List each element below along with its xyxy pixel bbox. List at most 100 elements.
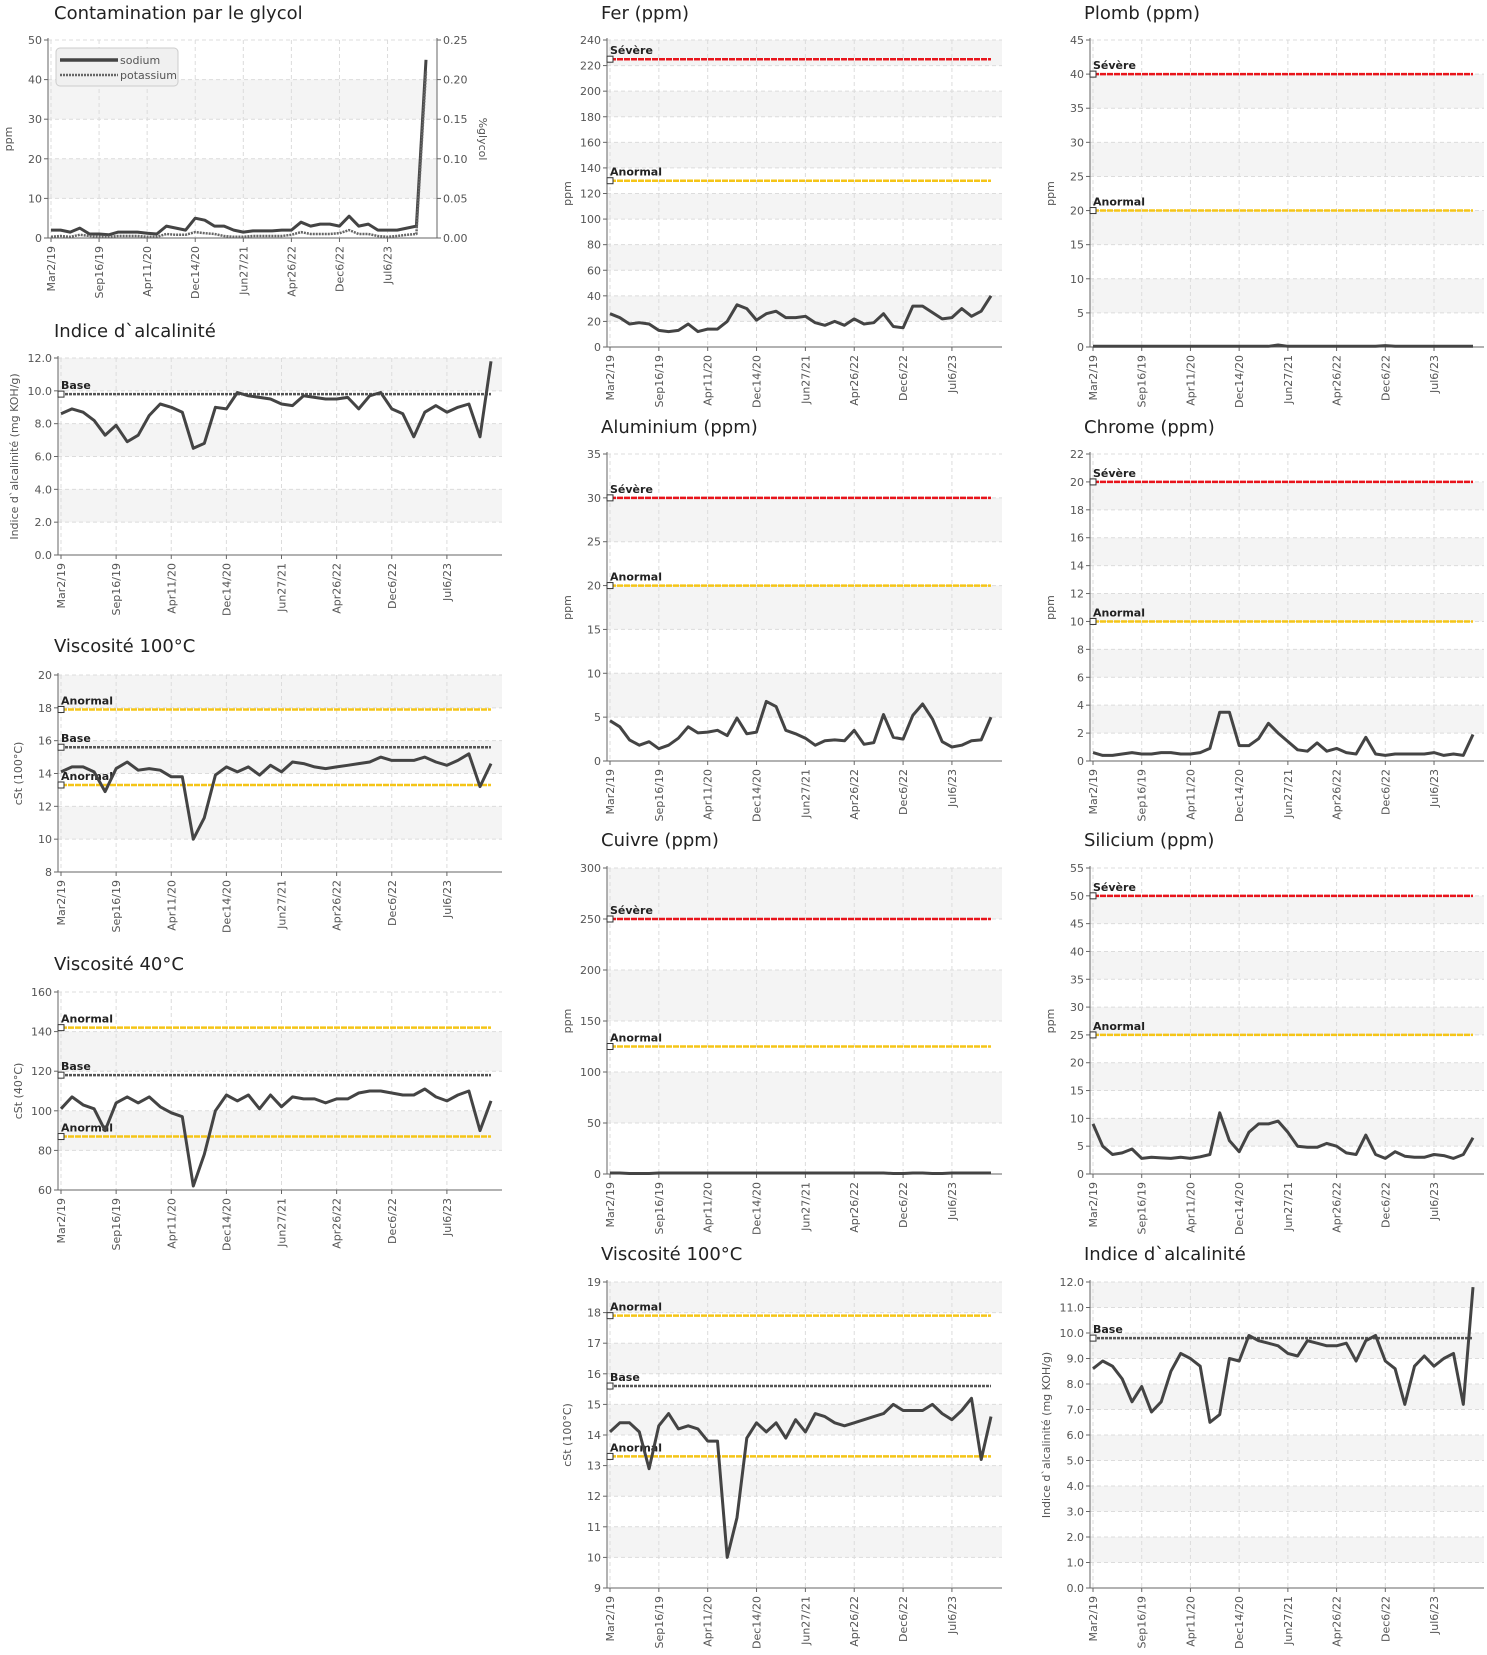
x-tick-label: Dec6/22 xyxy=(1379,355,1392,401)
y-axis-label: ppm xyxy=(561,1009,574,1034)
y-tick-label: 50 xyxy=(587,1117,601,1130)
y-tick-label: 30 xyxy=(587,492,601,505)
x-tick-label: Jul6/23 xyxy=(1428,1182,1441,1221)
y-tick-label: 100 xyxy=(580,1066,601,1079)
threshold-label: Anormal xyxy=(61,1122,113,1135)
x-tick-label: Dec14/20 xyxy=(1233,355,1246,408)
y-tick-label: 200 xyxy=(580,85,601,98)
y-tick-label: 10 xyxy=(587,667,601,680)
y-tick-label: 10 xyxy=(587,1551,601,1564)
x-tick-label: Mar2/19 xyxy=(55,880,68,925)
threshold-marker xyxy=(606,55,614,63)
x-tick-label: Sep16/19 xyxy=(1136,1596,1149,1648)
y-tick-label: 10 xyxy=(1070,1112,1084,1125)
x-tick-label: Apr26/22 xyxy=(285,246,298,297)
grid-band xyxy=(607,91,1002,117)
x-tick-label: Jul6/23 xyxy=(382,246,395,285)
grid-band xyxy=(607,497,1002,542)
y-tick-label: 250 xyxy=(580,913,601,926)
grid-band xyxy=(1090,1007,1484,1035)
y-axis-label: ppm xyxy=(1044,595,1057,620)
y2-tick-label: 0.05 xyxy=(443,192,468,205)
x-tick-label: Apr26/22 xyxy=(1331,1596,1344,1647)
y-tick-label: 2.0 xyxy=(35,516,53,529)
x-tick-label: Jun27/21 xyxy=(799,355,812,405)
x-tick-label: Apr11/20 xyxy=(702,1596,715,1647)
x-tick-label: Apr26/22 xyxy=(331,1198,344,1249)
x-tick-label: Dec6/22 xyxy=(1379,1182,1392,1228)
x-tick-label: Dec6/22 xyxy=(1379,1596,1392,1642)
threshold-marker xyxy=(57,781,65,789)
grid-band xyxy=(607,40,1002,66)
y-tick-label: 50 xyxy=(28,34,42,47)
data-line xyxy=(50,71,428,239)
y-tick-label: 120 xyxy=(580,188,601,201)
y2-tick-label: 0.00 xyxy=(443,232,468,245)
y-tick-label: 8 xyxy=(45,866,52,879)
y-tick-label: 7.0 xyxy=(1067,1404,1085,1417)
x-tick-label: Jun27/21 xyxy=(276,880,289,930)
x-tick-label: Jun27/21 xyxy=(1282,1182,1295,1232)
y-axis-label: ppm xyxy=(561,181,574,206)
grid-band xyxy=(607,970,1002,1021)
y-tick-label: 60 xyxy=(38,1184,52,1197)
x-tick-label: Dec6/22 xyxy=(386,563,399,609)
threshold-marker xyxy=(1089,617,1097,625)
threshold-marker xyxy=(57,1024,65,1032)
grid-band xyxy=(1090,210,1484,245)
threshold-label: Anormal xyxy=(1093,196,1145,209)
y-tick-label: 20 xyxy=(1070,1057,1084,1070)
grid-band xyxy=(1090,74,1484,109)
grid-band xyxy=(607,1343,1002,1374)
y-tick-label: 5.0 xyxy=(1067,1455,1085,1468)
chart-panel: Indice d`alcalinité 0.0 1.0 2.0 3.0 4.0 5.0 6.0… xyxy=(1040,1244,1484,1649)
legend-label: potassium xyxy=(120,69,177,82)
grid-band xyxy=(1090,1435,1484,1461)
y-tick-label: 0 xyxy=(1077,1168,1084,1181)
x-tick-label: Apr26/22 xyxy=(331,880,344,931)
y-tick-label: 180 xyxy=(580,111,601,124)
x-tick-label: Sep16/19 xyxy=(110,563,123,615)
chart-title: Chrome (ppm) xyxy=(1084,417,1215,438)
grid-band xyxy=(48,158,437,199)
x-tick-label: Sep16/19 xyxy=(653,355,666,407)
data-line xyxy=(1092,1286,1475,1424)
x-tick-label: Sep16/19 xyxy=(110,880,123,932)
data-line xyxy=(610,1171,991,1175)
threshold-label: Anormal xyxy=(610,571,662,584)
data-line xyxy=(60,361,493,450)
x-tick-label: Jul6/23 xyxy=(441,563,454,602)
grid-band xyxy=(1090,895,1484,924)
y-tick-label: 15 xyxy=(587,1398,601,1411)
grid-band xyxy=(607,142,1002,168)
x-tick-label: Dec14/20 xyxy=(751,355,764,408)
y-tick-label: 20 xyxy=(1070,205,1084,218)
x-tick-label: Dec6/22 xyxy=(897,1182,910,1228)
y-tick-label: 40 xyxy=(28,74,42,87)
x-tick-label: Apr26/22 xyxy=(848,355,861,406)
grid-band xyxy=(607,1526,1002,1558)
y-tick-label: 100 xyxy=(31,1105,52,1118)
y-tick-label: 140 xyxy=(580,162,601,175)
x-tick-label: Apr26/22 xyxy=(848,1596,861,1647)
y-tick-label: 40 xyxy=(1070,68,1084,81)
chart-panel: Indice d`alcalinité 0.0 2.0 4.0 6.0 8.0 10.0 12… xyxy=(8,321,502,616)
x-tick-label: Sep16/19 xyxy=(1136,355,1149,407)
y-tick-label: 30 xyxy=(28,113,42,126)
y-tick-label: 40 xyxy=(587,290,601,303)
y-tick-label: 4 xyxy=(1077,699,1084,712)
x-tick-label: Dec6/22 xyxy=(897,1596,910,1642)
x-tick-label: Apr11/20 xyxy=(1184,355,1197,406)
threshold-marker xyxy=(606,177,614,185)
x-tick-label: Jul6/23 xyxy=(441,880,454,919)
x-tick-label: Dec6/22 xyxy=(897,769,910,815)
y-tick-label: 200 xyxy=(580,964,601,977)
y-tick-label: 12.0 xyxy=(28,352,53,365)
y-tick-label: 10 xyxy=(1070,615,1084,628)
grid-band xyxy=(58,1031,502,1072)
y-tick-label: 40 xyxy=(1070,945,1084,958)
threshold-label: Anormal xyxy=(61,694,113,707)
threshold-label: Anormal xyxy=(610,1301,662,1314)
grid-band xyxy=(58,675,502,708)
grid-band xyxy=(58,740,502,774)
